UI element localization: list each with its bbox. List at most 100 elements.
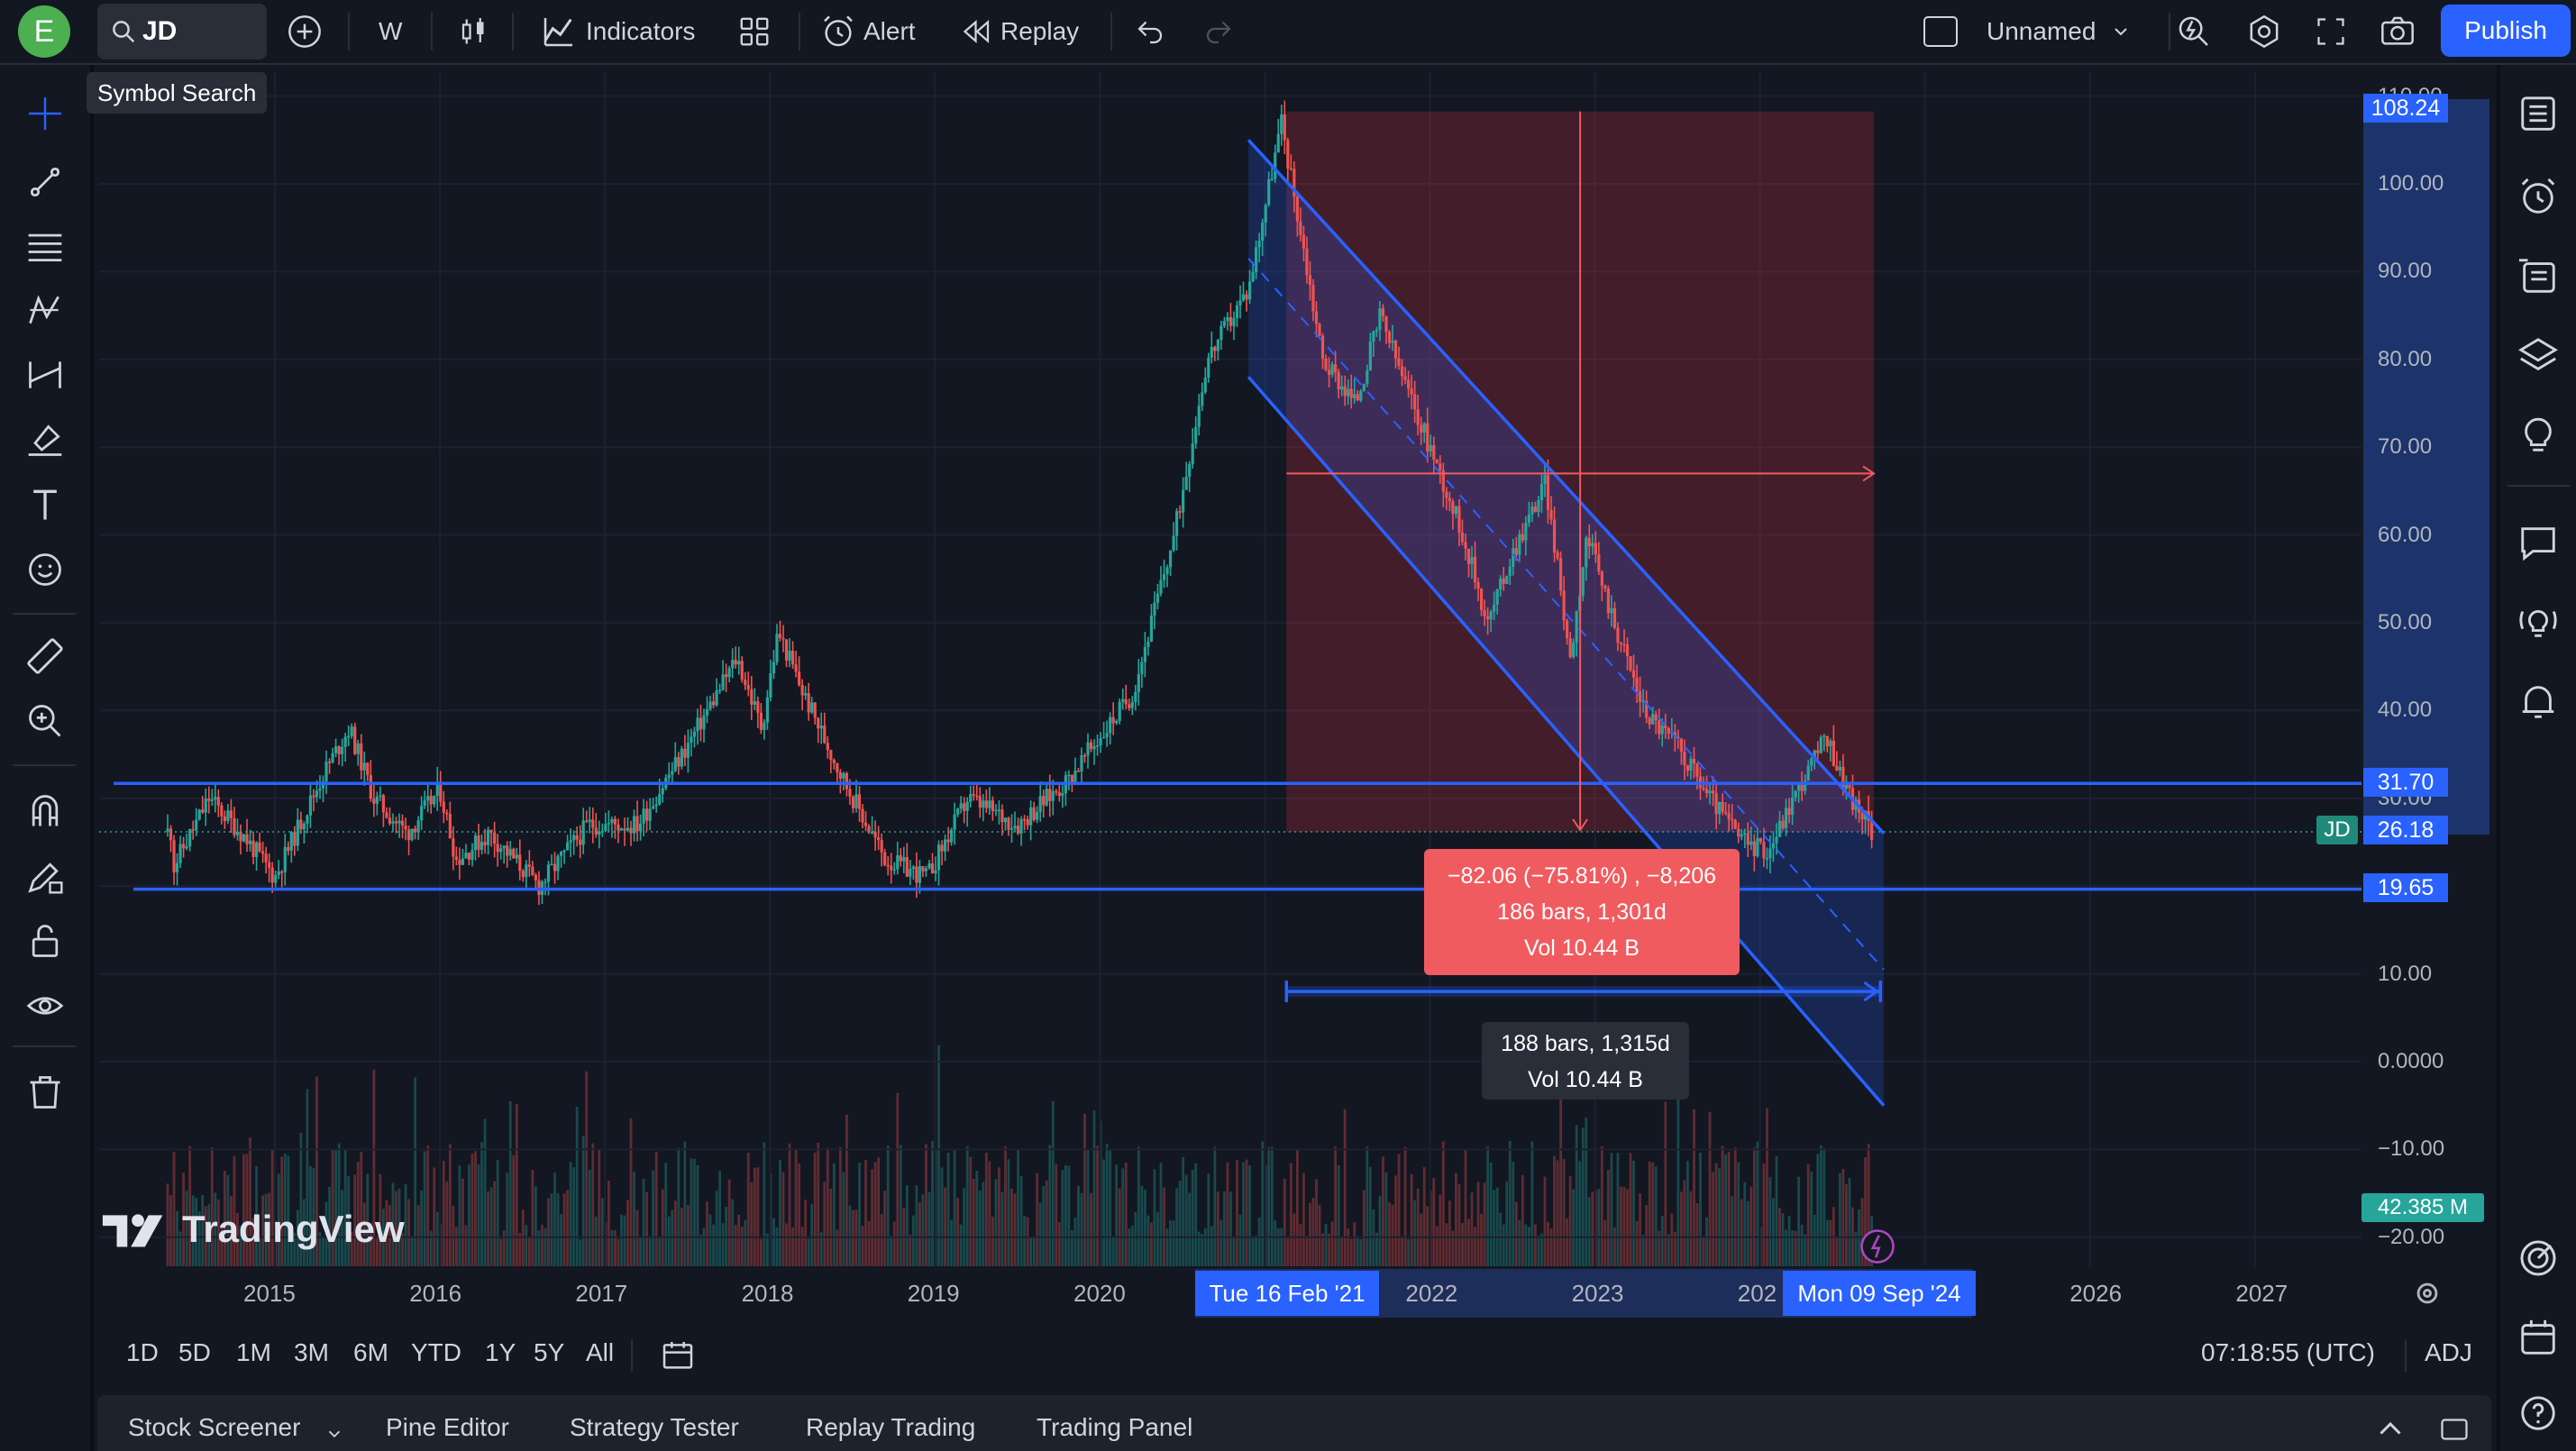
volume-bar	[950, 1219, 954, 1266]
symbol-search-button[interactable]: JD	[97, 4, 267, 59]
publish-button[interactable]: Publish	[2441, 5, 2571, 57]
candle-body	[502, 845, 506, 849]
emoji-tool[interactable]	[20, 544, 70, 595]
alert-button[interactable]: Alert	[820, 0, 916, 63]
candle-body	[772, 662, 776, 674]
events-marker[interactable]	[1859, 1227, 1896, 1270]
text-tool[interactable]	[20, 479, 70, 530]
candle-body	[429, 796, 433, 805]
projection-tool[interactable]	[20, 350, 70, 400]
volume-bar	[1013, 1193, 1017, 1266]
candle-body	[619, 828, 624, 831]
layout-name-dropdown[interactable]: Unnamed	[1987, 0, 2132, 63]
candle-body	[632, 816, 636, 834]
notifications-button[interactable]	[2513, 676, 2563, 726]
volume-bar	[1105, 1144, 1109, 1266]
clock-label[interactable]: 07:18:55 (UTC)	[2201, 1338, 2375, 1366]
crosshair-tool[interactable]	[20, 88, 70, 139]
measure-tool[interactable]	[20, 631, 70, 681]
maximize-panel-button[interactable]	[2437, 1413, 2471, 1450]
layouts-button[interactable]	[737, 0, 772, 63]
screenshot-button[interactable]	[2380, 0, 2416, 63]
volume-bar	[1819, 1145, 1822, 1266]
range-button-1y[interactable]: 1Y	[485, 1338, 516, 1366]
collapse-panel-button[interactable]	[2372, 1413, 2408, 1450]
volume-bar	[1441, 1141, 1445, 1266]
compare-symbol-button[interactable]	[287, 0, 323, 63]
volume-bar	[1042, 1185, 1046, 1266]
candle-body	[1055, 790, 1058, 793]
select-layout-checkbox[interactable]	[1923, 0, 1958, 63]
indicators-button[interactable]: Indicators	[541, 0, 695, 63]
interval-button[interactable]: W	[379, 0, 402, 63]
volume-bar	[988, 1161, 991, 1266]
layers-button[interactable]	[2513, 330, 2563, 380]
user-avatar[interactable]: E	[18, 5, 70, 58]
brush-tool[interactable]	[20, 415, 70, 465]
chart-type-button[interactable]	[458, 0, 490, 63]
ruler-icon	[27, 638, 63, 674]
candle-body	[800, 685, 804, 696]
help-button[interactable]	[2513, 1388, 2563, 1438]
axis-settings-button[interactable]	[2412, 1278, 2443, 1313]
stay-in-drawing-tool[interactable]	[20, 851, 70, 901]
volume-bar	[1749, 1186, 1753, 1266]
goto-date-button[interactable]	[660, 1337, 696, 1378]
lock-drawings-tool[interactable]	[20, 916, 70, 966]
volume-bar	[813, 1152, 817, 1266]
candle-body	[1572, 642, 1576, 657]
range-button-1m[interactable]: 1M	[236, 1338, 271, 1366]
volume-bar	[1810, 1171, 1813, 1266]
price-range-measure-label[interactable]: −82.06 (−75.81%) , −8,206 186 bars, 1,30…	[1424, 849, 1740, 975]
range-button-5y[interactable]: 5Y	[534, 1338, 565, 1366]
candle-body	[1692, 759, 1696, 764]
redo-button[interactable]	[1202, 0, 1235, 63]
fullscreen-button[interactable]	[2315, 0, 2347, 63]
streams-button[interactable]	[2513, 597, 2563, 647]
bottom-tab-replay-trading[interactable]: Replay Trading	[806, 1413, 976, 1441]
watchlist-button[interactable]	[2513, 88, 2563, 139]
candle-body	[1619, 643, 1623, 644]
fib-tool[interactable]	[20, 222, 70, 272]
ideas-button[interactable]	[2513, 409, 2563, 460]
bottom-tab-strategy-tester[interactable]: Strategy Tester	[570, 1413, 739, 1441]
candle-body	[1286, 140, 1290, 169]
candle-body	[1825, 735, 1829, 746]
zoom-tool[interactable]	[20, 696, 70, 746]
hide-drawings-tool[interactable]	[20, 981, 70, 1031]
volume-bar	[1813, 1214, 1816, 1266]
magnet-tool[interactable]	[20, 786, 70, 836]
trend-line-tool[interactable]	[20, 157, 70, 207]
chat-button[interactable]	[2513, 517, 2563, 568]
object-tree-button[interactable]	[2513, 251, 2563, 301]
range-button-ytd[interactable]: YTD	[411, 1338, 461, 1366]
remove-drawings-tool[interactable]	[20, 1067, 70, 1118]
range-button-1d[interactable]: 1D	[126, 1338, 159, 1366]
volume-bar	[1017, 1148, 1019, 1266]
date-range-label[interactable]: 188 bars, 1,315d Vol 10.44 B	[1482, 1022, 1689, 1100]
quick-search-button[interactable]	[2176, 0, 2212, 63]
bottom-tab-trading-panel[interactable]: Trading Panel	[1037, 1413, 1193, 1441]
help-icon	[2521, 1396, 2555, 1430]
volume-bar	[708, 1214, 712, 1266]
bottom-tab-pine-editor[interactable]: Pine Editor	[386, 1413, 509, 1441]
calendar-button[interactable]	[2513, 1312, 2563, 1363]
dom-button[interactable]	[2513, 1233, 2563, 1283]
undo-button[interactable]	[1134, 0, 1166, 63]
pattern-tool[interactable]	[20, 285, 70, 335]
volume-bar	[435, 1211, 439, 1266]
settings-button[interactable]	[2246, 0, 2282, 63]
candle-body	[1844, 784, 1849, 789]
adj-toggle[interactable]: ADJ	[2425, 1338, 2472, 1366]
range-button-6m[interactable]: 6M	[353, 1338, 388, 1366]
candle-body	[699, 717, 703, 730]
replay-button[interactable]: Replay	[961, 0, 1079, 63]
range-button-3m[interactable]: 3M	[294, 1338, 329, 1366]
volume-bar	[512, 1154, 516, 1266]
alerts-panel-button[interactable]	[2513, 171, 2563, 222]
range-button-5d[interactable]: 5D	[178, 1338, 211, 1366]
candle-body	[997, 809, 1001, 811]
range-button-all[interactable]: All	[586, 1338, 615, 1366]
bottom-tab-stock-screener[interactable]: Stock Screener	[128, 1413, 301, 1441]
candle-body	[1016, 826, 1020, 834]
